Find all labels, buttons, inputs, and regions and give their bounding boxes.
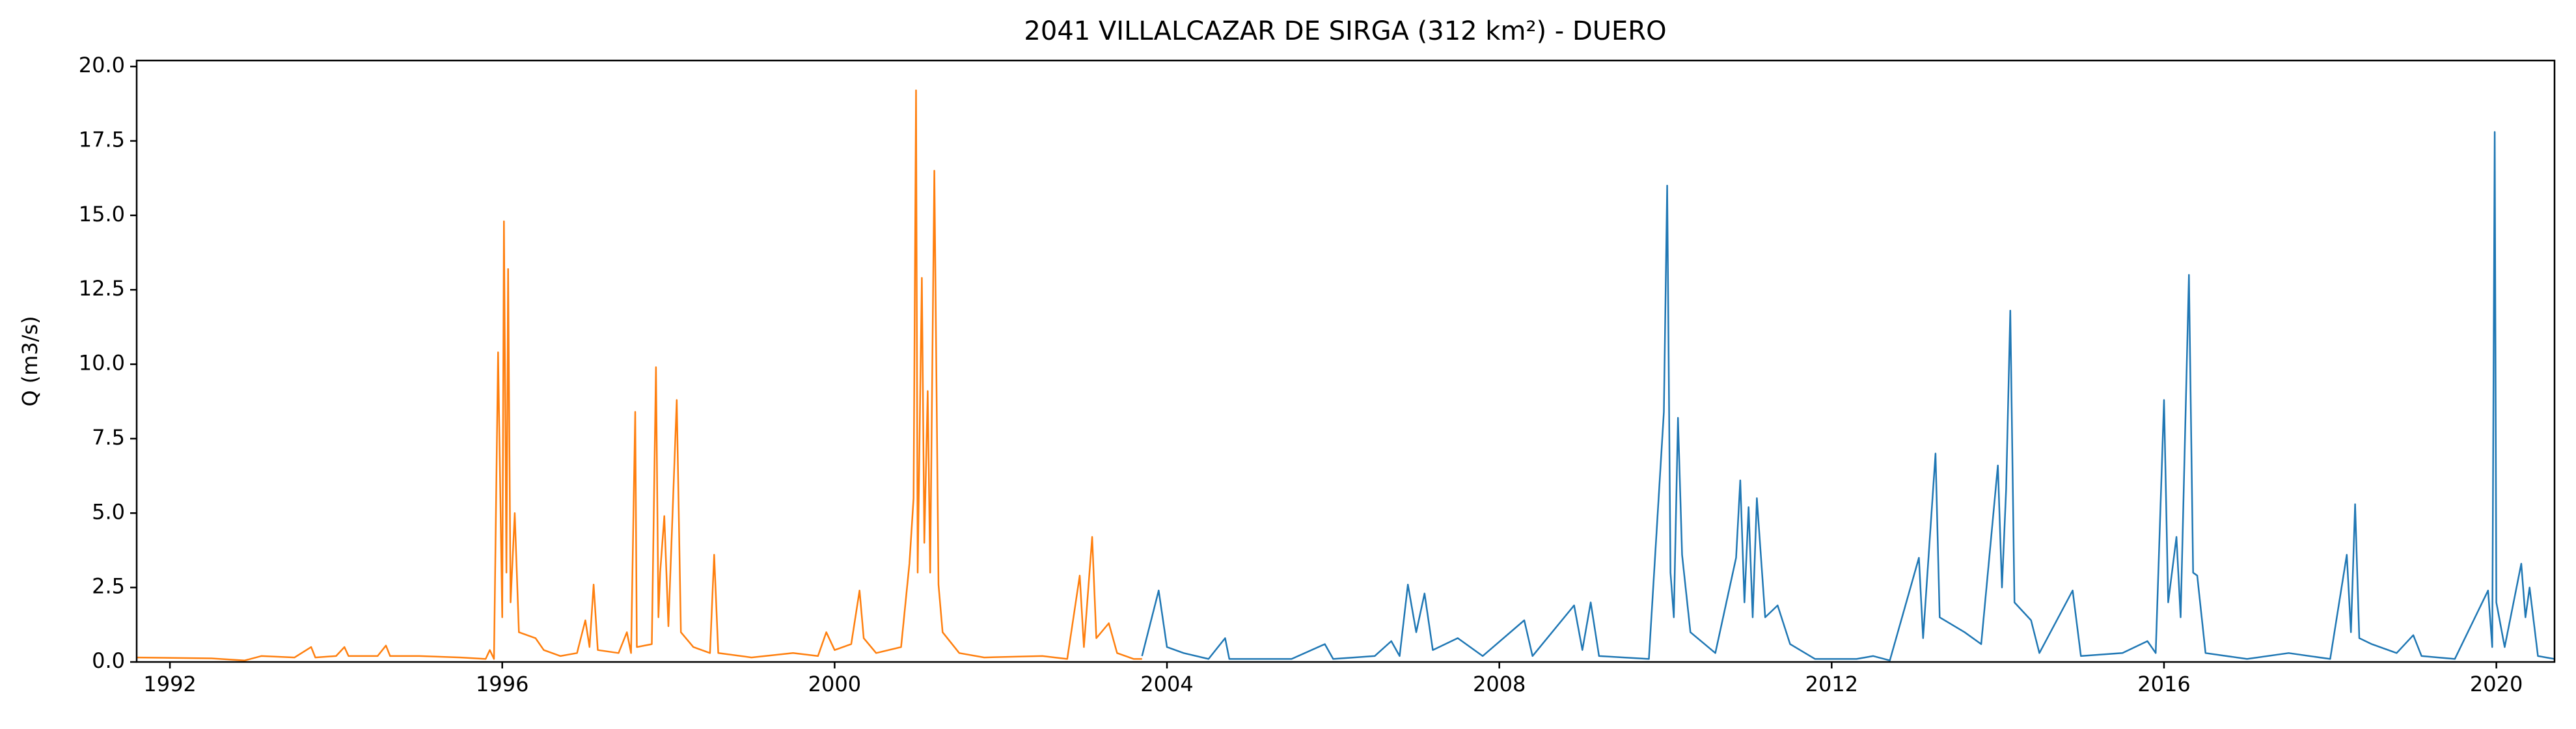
series-line bbox=[136, 89, 1142, 661]
x-tick-label: 1992 bbox=[143, 672, 196, 696]
x-tick-label: 2020 bbox=[2470, 672, 2523, 696]
y-tick-label: 15.0 bbox=[79, 202, 125, 227]
plot-frame bbox=[135, 59, 2556, 663]
y-tick-label: 5.0 bbox=[92, 499, 125, 524]
series-line bbox=[1141, 131, 2555, 661]
y-tick-label: 12.5 bbox=[79, 276, 125, 301]
y-tick-label: 17.5 bbox=[79, 128, 125, 152]
y-tick-label: 0.0 bbox=[92, 648, 125, 673]
y-tick-label: 10.0 bbox=[79, 351, 125, 376]
y-tick-label: 2.5 bbox=[92, 574, 125, 599]
x-tick-label: 2008 bbox=[1473, 672, 1526, 696]
x-tick-label: 2004 bbox=[1140, 672, 1193, 696]
y-tick-label: 20.0 bbox=[79, 53, 125, 77]
y-axis-label: Q (m3/s) bbox=[18, 316, 42, 406]
y-tick-label: 7.5 bbox=[92, 425, 125, 450]
x-tick-label: 2000 bbox=[808, 672, 861, 696]
chart-title: 2041 VILLALCAZAR DE SIRGA (312 km²) - DU… bbox=[1024, 16, 1666, 46]
x-tick-label: 1996 bbox=[476, 672, 528, 696]
x-tick-label: 2012 bbox=[1805, 672, 1858, 696]
x-tick-label: 2016 bbox=[2137, 672, 2190, 696]
